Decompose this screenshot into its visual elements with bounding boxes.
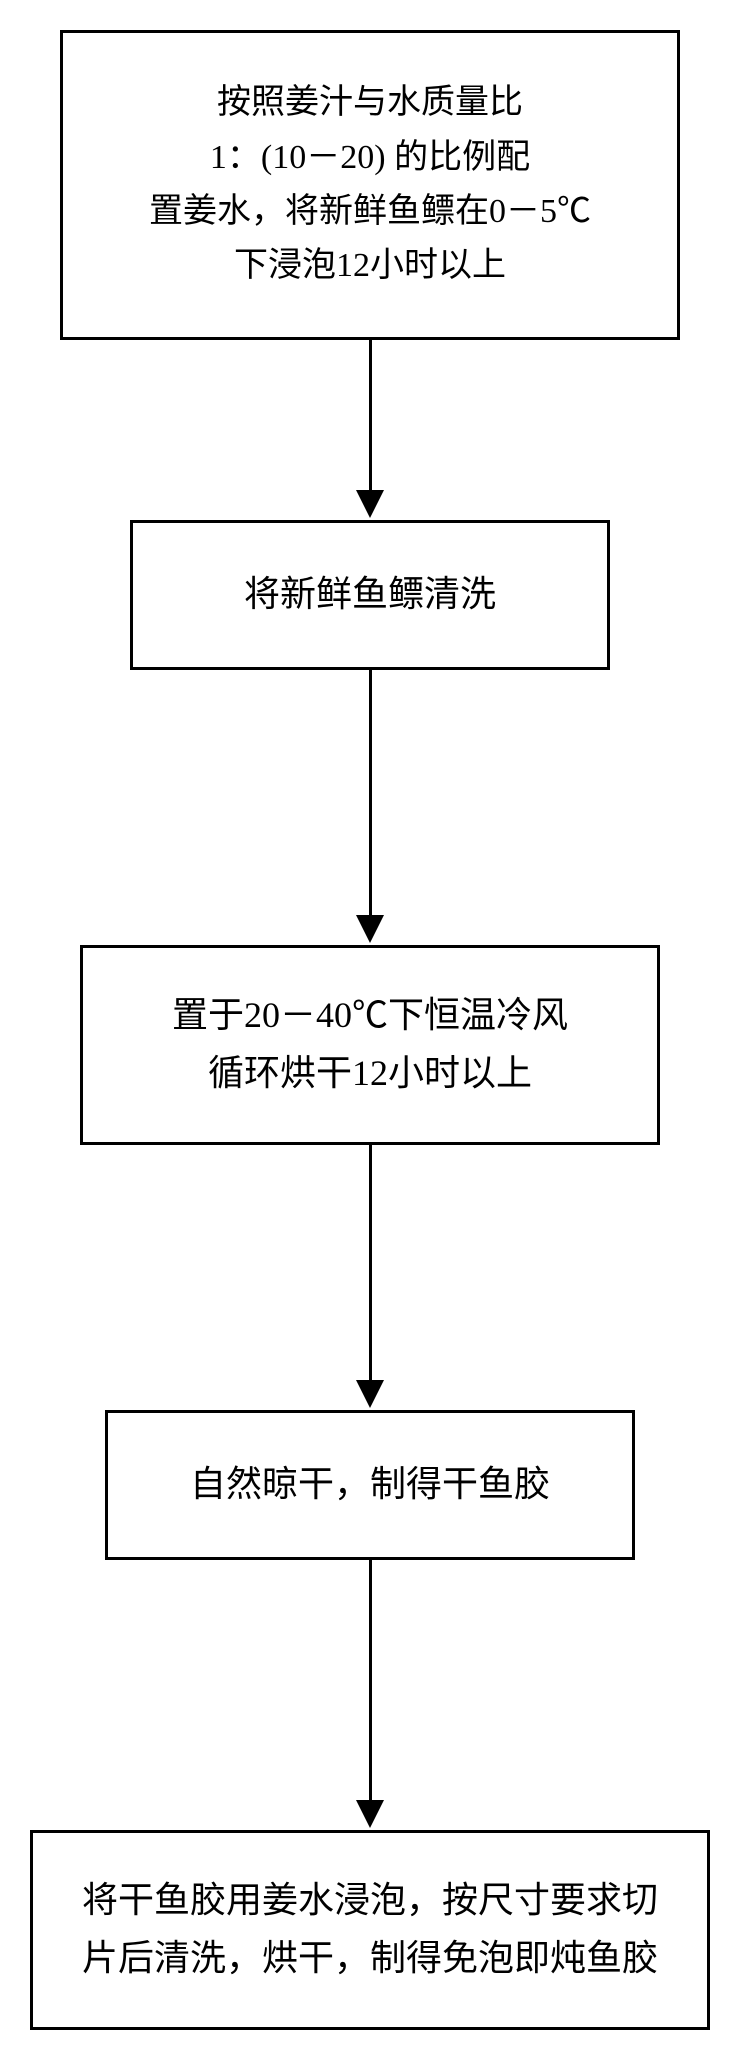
flow-step-5-text: 将干鱼胶用姜水浸泡，按尺寸要求切片后清洗，烘干，制得免泡即炖鱼胶 (82, 1872, 658, 1987)
flow-step-1: 按照姜汁与水质量比1：(10－20) 的比例配置姜水，将新鲜鱼鳔在0－5℃下浸泡… (60, 30, 680, 340)
arrow-4-head (356, 1800, 384, 1828)
arrow-2-line (369, 670, 372, 917)
arrow-3-line (369, 1145, 372, 1382)
arrow-2-head (356, 915, 384, 943)
flow-step-4: 自然晾干，制得干鱼胶 (105, 1410, 635, 1560)
flow-step-2: 将新鲜鱼鳔清洗 (130, 520, 610, 670)
flow-step-5: 将干鱼胶用姜水浸泡，按尺寸要求切片后清洗，烘干，制得免泡即炖鱼胶 (30, 1830, 710, 2030)
flowchart-canvas: 按照姜汁与水质量比1：(10－20) 的比例配置姜水，将新鲜鱼鳔在0－5℃下浸泡… (0, 0, 742, 2067)
arrow-3-head (356, 1380, 384, 1408)
flow-step-3: 置于20－40℃下恒温冷风循环烘干12小时以上 (80, 945, 660, 1145)
arrow-4-line (369, 1560, 372, 1802)
flow-step-1-text: 按照姜汁与水质量比1：(10－20) 的比例配置姜水，将新鲜鱼鳔在0－5℃下浸泡… (149, 76, 591, 294)
arrow-1-line (369, 340, 372, 492)
arrow-1-head (356, 490, 384, 518)
flow-step-2-text: 将新鲜鱼鳔清洗 (244, 566, 496, 624)
flow-step-4-text: 自然晾干，制得干鱼胶 (190, 1456, 550, 1514)
flow-step-3-text: 置于20－40℃下恒温冷风循环烘干12小时以上 (172, 987, 568, 1102)
